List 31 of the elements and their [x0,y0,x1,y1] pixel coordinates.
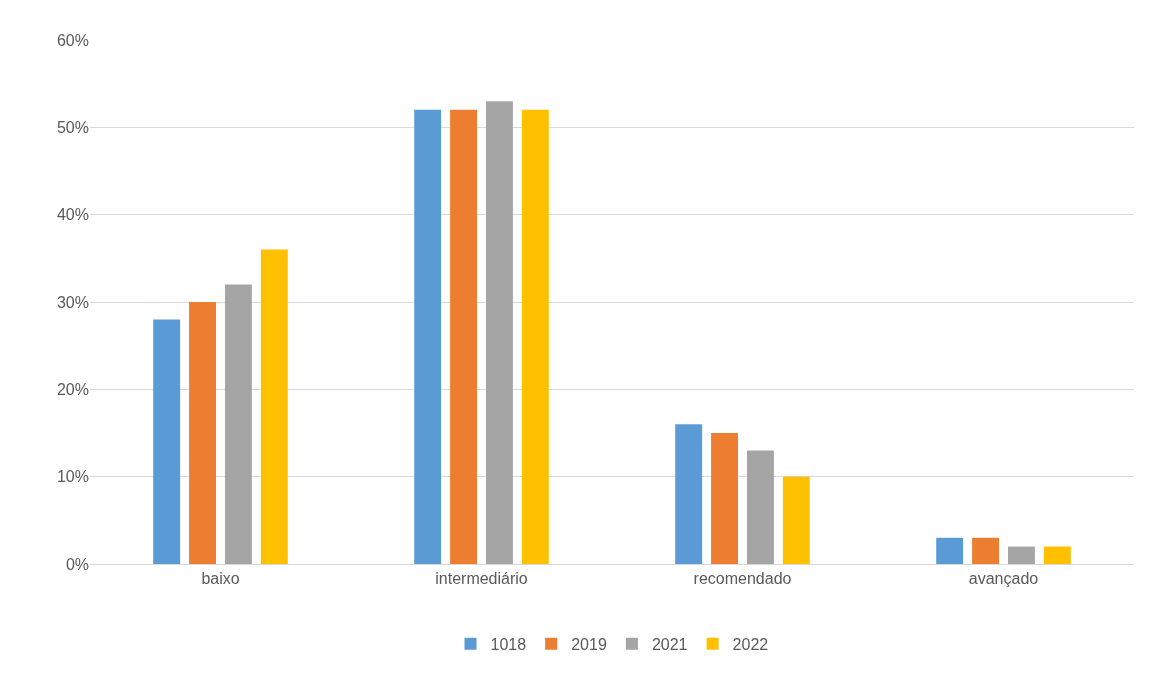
bar [189,302,217,564]
y-tick-label: 20% [56,380,89,398]
bar [521,109,549,564]
legend-label: 2022 [732,636,769,654]
legend-label: 2021 [651,636,688,654]
bar [936,537,964,564]
x-tick-label: baixo [201,570,240,588]
bar [414,109,442,564]
bar [260,249,288,564]
x-tick-label: intermediário [435,570,528,588]
bar [224,284,252,564]
x-tick-label: avançado [968,570,1039,588]
bar [782,476,810,564]
legend-label: 1018 [490,636,527,654]
y-tick-label: 10% [56,468,89,486]
y-tick-label: 40% [56,206,89,224]
y-tick-label: 30% [56,293,89,311]
bar [1007,546,1035,564]
x-tick-label: recomendado [693,570,792,588]
bar [1043,546,1071,564]
y-tick-label: 0% [65,555,89,573]
bar [153,319,181,564]
bar [450,109,478,564]
bar [746,450,774,564]
y-tick-label: 50% [56,118,89,136]
bar [972,537,1000,564]
bar [711,433,739,564]
bar [485,101,513,564]
legend-label: 2019 [571,636,607,654]
y-tick-label: 60% [56,31,89,49]
bar [675,424,703,564]
